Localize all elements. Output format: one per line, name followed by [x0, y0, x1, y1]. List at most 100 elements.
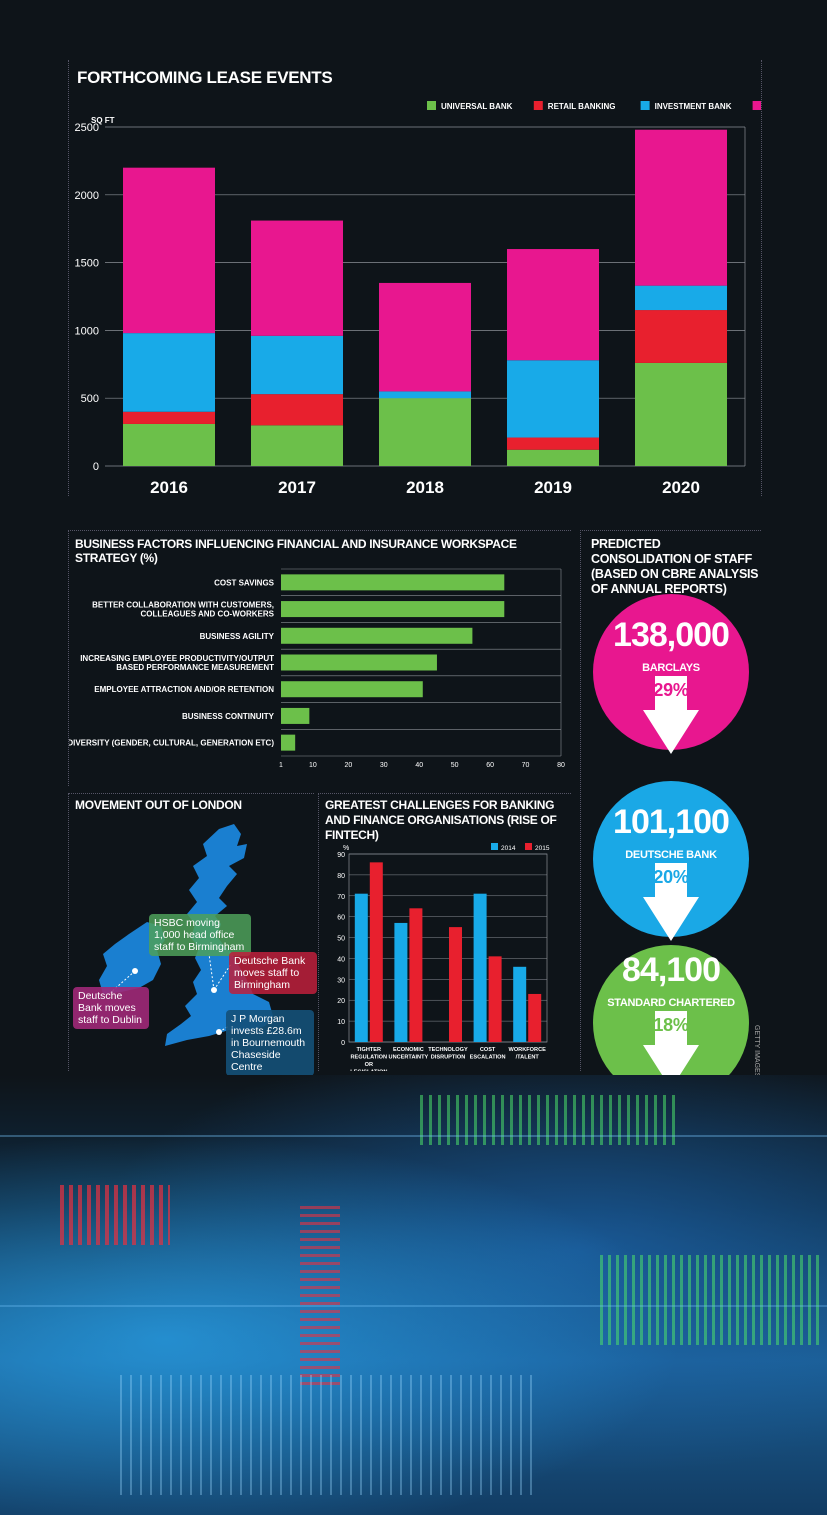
x-tick-label: 20: [344, 762, 352, 769]
x-tick-label: 60: [486, 762, 494, 769]
deutsche-dublin-label: Deutsche Bank moves staff to Dublin: [73, 987, 149, 1029]
consolidation-pct: 18%: [653, 1015, 689, 1035]
x-tick-label: 50: [451, 762, 459, 769]
bar-segment: [123, 333, 215, 412]
x-tick-label: 10: [309, 762, 317, 769]
y-tick-label: 30: [337, 977, 345, 984]
movement-panel: MOVEMENT OUT OF LONDON HSBC moving 1,000…: [68, 793, 317, 1076]
down-arrow-icon: [643, 676, 699, 754]
consolidation-name: BARCLAYS: [642, 662, 700, 674]
factor-bar: [281, 627, 473, 644]
trading-floor-photo: [0, 1075, 827, 1515]
factor-label: EMPLOYEE ATTRACTION AND/OR RETENTION: [94, 685, 274, 694]
y-tick-label: 500: [81, 393, 99, 405]
challenge-bar: [473, 893, 487, 1042]
y-tick-label: 0: [341, 1040, 345, 1047]
down-arrow-icon: [643, 863, 699, 941]
x-tick-label: 2019: [534, 478, 572, 496]
y-axis-unit: SQ FT: [91, 116, 115, 125]
consolidation-value: 138,000: [613, 616, 730, 654]
challenge-bar: [409, 908, 423, 1042]
factor-bar: [281, 601, 505, 618]
x-tick-label: TECHNOLOGY DISRUPTION: [428, 1047, 468, 1061]
y-tick-label: 10: [337, 1019, 345, 1026]
factor-label: BUSINESS AGILITY: [200, 632, 275, 641]
y-tick-label: 0: [93, 461, 99, 473]
y-tick-label: 40: [337, 956, 345, 963]
deutsche-birmingham-label: Deutsche Bank moves staff to Birmingham: [229, 952, 317, 994]
x-tick-label: 2018: [406, 478, 444, 496]
legend-swatch: [491, 843, 498, 850]
bar-segment: [251, 425, 343, 466]
y-tick-label: 70: [337, 894, 345, 901]
legend-swatch: [640, 101, 650, 110]
x-tick-label: 2016: [150, 478, 188, 496]
bar-segment: [507, 449, 599, 466]
consolidation-name: STANDARD CHARTERED: [607, 997, 735, 1009]
bar-segment: [123, 411, 215, 424]
factor-label: DIVERSITY (GENDER, CULTURAL, GENERATION …: [69, 739, 274, 748]
photo-credit: GETTY IMAGES: [753, 1025, 760, 1078]
legend-swatch: [525, 843, 532, 850]
challenge-bar: [488, 956, 502, 1042]
challenges-chart: 0 10 20 30 40 50 60 70 80 90% 2014 2015 TIGHTER REGUL…: [337, 843, 550, 1071]
y-tick-label: 2500: [75, 122, 99, 134]
bar-segment: [251, 394, 343, 426]
y-axis-unit: %: [343, 845, 349, 852]
factor-label: COST SAVINGS: [214, 578, 275, 587]
consolidation-title: PREDICTED CONSOLIDATION OF STAFF (BASED …: [591, 537, 759, 596]
y-tick-label: 1000: [75, 325, 99, 337]
down-arrow-icon: [643, 1011, 699, 1089]
business-factors-chart: COST SAVINGS BETTER COLLABORATION WITH CU…: [69, 568, 565, 769]
business-factors-title: BUSINESS FACTORS INFLUENCING FINANCIAL A…: [75, 537, 517, 565]
factor-bar: [281, 681, 423, 698]
factor-bar: [281, 734, 296, 751]
bar-segment: [123, 167, 215, 334]
business-factors-panel: BUSINESS FACTORS INFLUENCING FINANCIAL A…: [68, 530, 571, 786]
x-tick-label: 80: [557, 762, 565, 769]
factor-label: INCREASING EMPLOYEE PRODUCTIVITY/OUTPUT B…: [80, 654, 274, 672]
consolidation-pct: 20%: [653, 867, 689, 887]
x-tick-label: 30: [380, 762, 388, 769]
bar-segment: [379, 398, 471, 466]
lease-events-panel: FORTHCOMING LEASE EVENTS 0 500 1000 1500 200…: [68, 60, 762, 496]
challenge-bar: [369, 862, 383, 1042]
legend-label: RETAIL BANKING: [548, 102, 616, 111]
legend-swatch: [752, 101, 761, 110]
consolidation-value: 84,100: [622, 951, 721, 989]
movement-title: MOVEMENT OUT OF LONDON: [75, 798, 242, 812]
x-tick-label: WORKFORCE/TALENT: [509, 1047, 547, 1061]
consolidation-value: 101,100: [613, 803, 730, 841]
legend-swatch: [533, 101, 543, 110]
y-tick-label: 80: [337, 873, 345, 880]
x-tick-label: 40: [415, 762, 423, 769]
y-tick-label: 20: [337, 998, 345, 1005]
challenge-bar: [449, 927, 462, 1042]
challenge-bar: [513, 966, 527, 1042]
bar-segment: [507, 249, 599, 361]
x-tick-label: TIGHTERREGULATIONORLEGISLATION: [350, 1047, 387, 1071]
consolidation-name: DEUTSCHE BANK: [625, 849, 717, 861]
x-tick-label: ECONOMIC UNCERTAINTY: [389, 1047, 429, 1061]
bar-segment: [379, 391, 471, 399]
factor-label: BETTER COLLABORATION WITH CUSTOMERS, COLL…: [92, 601, 275, 619]
challenges-title: GREATEST CHALLENGES FOR BANKING AND FINA…: [325, 798, 557, 842]
bar-segment: [507, 360, 599, 438]
bar-segment: [635, 310, 727, 363]
challenges-panel: GREATEST CHALLENGES FOR BANKING AND FINA…: [318, 793, 571, 1071]
x-tick-label: 2017: [278, 478, 316, 496]
y-tick-label: 90: [337, 852, 345, 859]
challenge-bar: [528, 993, 542, 1042]
challenge-bar: [394, 922, 408, 1042]
legend-swatch: [427, 101, 436, 110]
factor-bar: [281, 707, 310, 724]
jpmorgan-label: J P Morgan invests £28.6m in Bournemouth…: [226, 1010, 314, 1076]
y-tick-label: 1500: [75, 258, 99, 270]
consolidation-circle-deutsche: 101,100 DEUTSCHE BANK 20%: [593, 781, 749, 941]
lease-events-title: FORTHCOMING LEASE EVENTS: [77, 68, 333, 87]
y-tick-label: 2000: [75, 190, 99, 202]
ireland-shape: [99, 922, 165, 994]
bar-segment: [507, 437, 599, 450]
y-tick-label: 60: [337, 915, 345, 922]
x-tick-label: COST ESCALATION: [470, 1047, 506, 1061]
